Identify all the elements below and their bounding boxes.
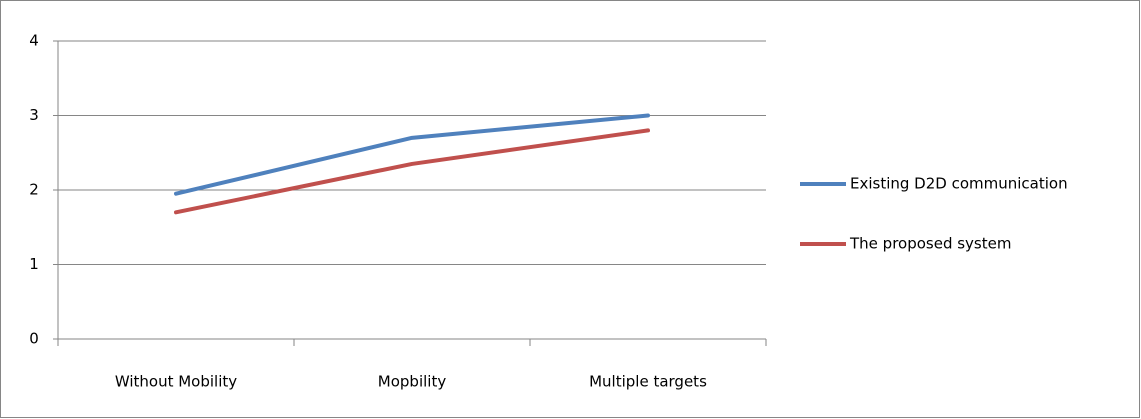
x-tick-label: Without Mobility [115,373,237,391]
x-tick-label: Multiple targets [589,373,707,391]
y-tick-label: 1 [29,255,39,273]
x-tick-label: Mopbility [378,373,447,391]
y-tick-label: 3 [29,106,39,124]
legend-label: Existing D2D communication [850,175,1068,193]
y-tick-label: 0 [29,330,39,348]
y-tick-label: 2 [29,181,39,199]
legend-label: The proposed system [849,235,1011,253]
series-line [174,128,650,215]
series-line [174,113,650,196]
y-tick-label: 4 [29,32,39,50]
